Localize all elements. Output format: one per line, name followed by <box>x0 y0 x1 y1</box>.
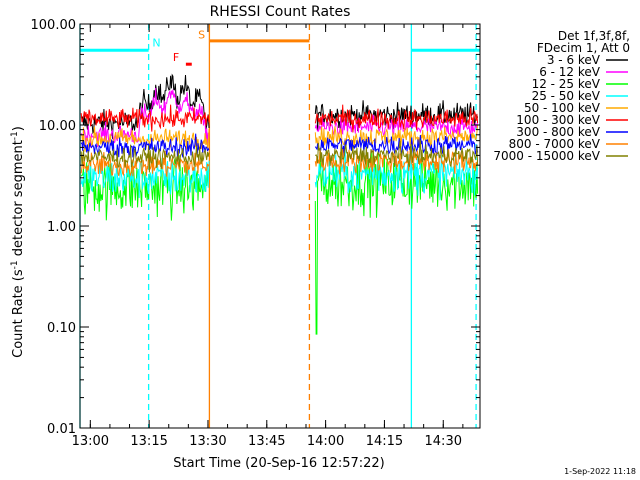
legend-label-1: 6 - 12 keV <box>539 65 601 79</box>
series-trace-0-0 <box>80 73 210 139</box>
series-trace-2-0 <box>80 155 210 221</box>
x-tick-label-5: 14:15 <box>366 434 403 449</box>
x-tick-label-1: 13:15 <box>130 434 167 449</box>
x-axis-label: Start Time (20-Sep-16 12:57:22) <box>173 456 384 471</box>
chart-title: RHESSI Count Rates <box>210 4 351 20</box>
y-axis: 100.00 10.00 1.00 0.10 0.01 <box>31 18 480 437</box>
legend-label-8: 7000 - 15000 keV <box>493 149 600 163</box>
y-tick-label-0: 100.00 <box>31 18 77 33</box>
x-tick-label-6: 14:30 <box>425 434 462 449</box>
flag-label-1: F <box>173 51 179 64</box>
legend-label-2: 12 - 25 keV <box>532 77 601 91</box>
legend-header-line-2: FDecim 1, Att 0 <box>537 41 630 55</box>
y-axis-label: Count Rate (s-1 detector segment-1) <box>10 126 26 358</box>
legend-label-6: 300 - 800 keV <box>516 125 600 139</box>
x-tick-label-3: 13:45 <box>248 434 285 449</box>
y-tick-label-2: 1.00 <box>47 220 76 235</box>
plot-area: NF S <box>79 24 480 428</box>
legend-label-4: 50 - 100 keV <box>524 101 601 115</box>
series-trace-1-0 <box>80 87 210 148</box>
legend-label-3: 25 - 50 keV <box>532 89 601 103</box>
legend-header-line-1: Det 1f,3f,8f, <box>558 29 630 43</box>
flag-label-2: S <box>198 28 205 41</box>
x-tick-label-4: 14:00 <box>307 434 344 449</box>
footer-timestamp: 1-Sep-2022 11:18 <box>564 467 636 476</box>
legend-label-7: 800 - 7000 keV <box>509 137 601 151</box>
series-trace-3-1 <box>314 144 479 201</box>
series-trace-7-1 <box>314 147 479 175</box>
legend-label-0: 3 - 6 keV <box>547 53 601 67</box>
series-trace-8-0 <box>80 144 210 173</box>
flag-label-0: N <box>152 36 160 49</box>
series-trace-8-1 <box>314 140 479 168</box>
y-tick-label-3: 0.10 <box>47 321 76 336</box>
legend-label-5: 100 - 300 keV <box>516 113 600 127</box>
series-trace-4-1 <box>314 124 479 150</box>
x-tick-label-2: 13:30 <box>189 434 226 449</box>
x-tick-label-0: 13:00 <box>72 434 109 449</box>
x-axis: 13:00 13:15 13:30 13:45 14:00 14:15 14:30 <box>72 24 464 449</box>
y-tick-label-4: 0.01 <box>47 422 76 437</box>
series-trace-5-1 <box>314 104 479 133</box>
legend: Det 1f,3f,8f, FDecim 1, Att 0 3 - 6 keV6… <box>493 29 630 163</box>
series-trace-6-0 <box>80 133 210 161</box>
series-trace-5-0 <box>80 104 210 132</box>
y-tick-label-1: 10.00 <box>39 119 76 134</box>
